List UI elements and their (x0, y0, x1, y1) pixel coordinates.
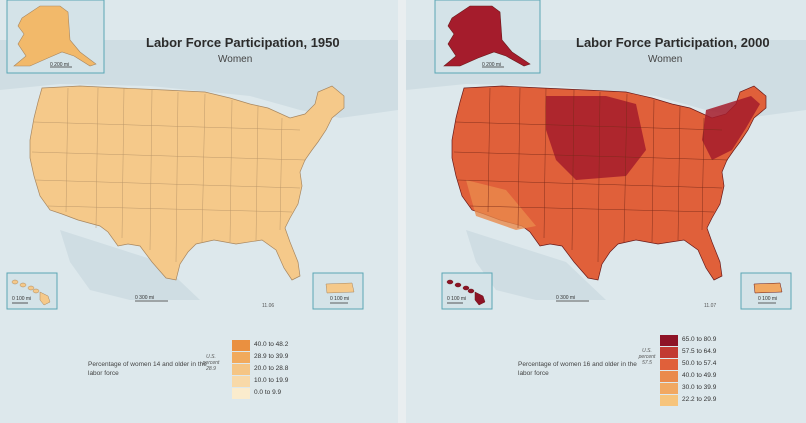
puerto-rico-scale-label: 0 100 mi (330, 296, 350, 302)
legend-average-value: 28.9 (206, 366, 216, 372)
legend-swatch (232, 376, 250, 387)
legend-label: 10.0 to 19.9 (254, 377, 289, 384)
neighbor-land-mexico (60, 230, 200, 300)
legend-swatch (660, 347, 678, 358)
map-1950-graphic (0, 0, 398, 310)
legend-swatch (232, 340, 250, 351)
map-panel-1950: Labor Force Participation, 1950 Women 0 … (0, 0, 398, 423)
hawaii-scale-label: 0 100 mi (12, 296, 32, 302)
alaska-shape (13, 5, 97, 67)
hawaii-scale-label: 0 100 mi (447, 296, 467, 302)
map-2000-graphic (406, 0, 806, 310)
high-participation-region-northeast (702, 96, 760, 160)
map-panel-2000: Labor Force Participation, 2000 Women 0 … (406, 0, 806, 423)
alaska-shape (443, 5, 531, 67)
puerto-rico-shape (325, 282, 355, 294)
legend-average-value: 57.5 (642, 360, 652, 366)
legend-label: 22.2 to 29.9 (682, 396, 717, 403)
contiguous-us-map (29, 85, 345, 281)
hawaii-islands (11, 279, 51, 306)
legend-swatch (660, 335, 678, 346)
hawaii-islands (446, 279, 486, 306)
legend-us-average: U.S. percent 57.5 (636, 348, 658, 366)
main-scale-label: 0 300 mi (135, 295, 155, 301)
hawaii-inset-frame (6, 272, 58, 310)
legend-swatch (660, 395, 678, 406)
high-participation-region-midwest (546, 96, 646, 180)
legend-label: 40.0 to 49.9 (682, 372, 717, 379)
legend-swatch (660, 359, 678, 370)
figure-code: 11.06 (262, 303, 275, 309)
map-subtitle: Women (648, 54, 683, 65)
lighter-region-southwest (466, 180, 536, 230)
main-scale-label: 0 300 mi (556, 295, 576, 301)
legend-label: 50.0 to 57.4 (682, 360, 717, 367)
legend-swatch (232, 352, 250, 363)
legend-label: 0.0 to 9.9 (254, 389, 282, 396)
legend-description: Percentage of women 14 and older in the … (88, 361, 207, 377)
panel-divider (398, 0, 406, 423)
map-subtitle: Women (218, 54, 253, 65)
alaska-scale-label: 0 200 mi (50, 62, 70, 68)
legend-swatch (660, 383, 678, 394)
legend-swatch (232, 388, 250, 399)
legend-label: 30.0 to 39.9 (682, 384, 717, 391)
legend-description: Percentage of women 16 and older in the … (518, 361, 637, 377)
legend-label: 20.0 to 28.8 (254, 365, 289, 372)
legend-us-average: U.S. percent 28.9 (200, 354, 222, 372)
legend-swatch (232, 364, 250, 375)
hawaii-inset-frame (441, 272, 493, 310)
legend-percent-label: percent (638, 354, 656, 360)
legend-us-label: U.S. (642, 348, 652, 354)
legend-label: 28.9 to 39.9 (254, 353, 289, 360)
legend-label: 65.0 to 80.9 (682, 336, 717, 343)
puerto-rico-shape (753, 282, 783, 294)
alaska-scale-label: 0 200 mi (482, 62, 502, 68)
figure-code: 11.07 (704, 303, 717, 309)
neighbor-land-mexico (466, 230, 606, 300)
legend-swatch (660, 371, 678, 382)
legend-us-label: U.S. (206, 354, 216, 360)
map-title: Labor Force Participation, 1950 (146, 35, 340, 50)
legend-label: 57.5 to 64.9 (682, 348, 717, 355)
legend-percent-label: percent (202, 360, 220, 366)
puerto-rico-scale-label: 0 100 mi (758, 296, 778, 302)
legend-label: 40.0 to 48.2 (254, 341, 289, 348)
map-title: Labor Force Participation, 2000 (576, 35, 770, 50)
